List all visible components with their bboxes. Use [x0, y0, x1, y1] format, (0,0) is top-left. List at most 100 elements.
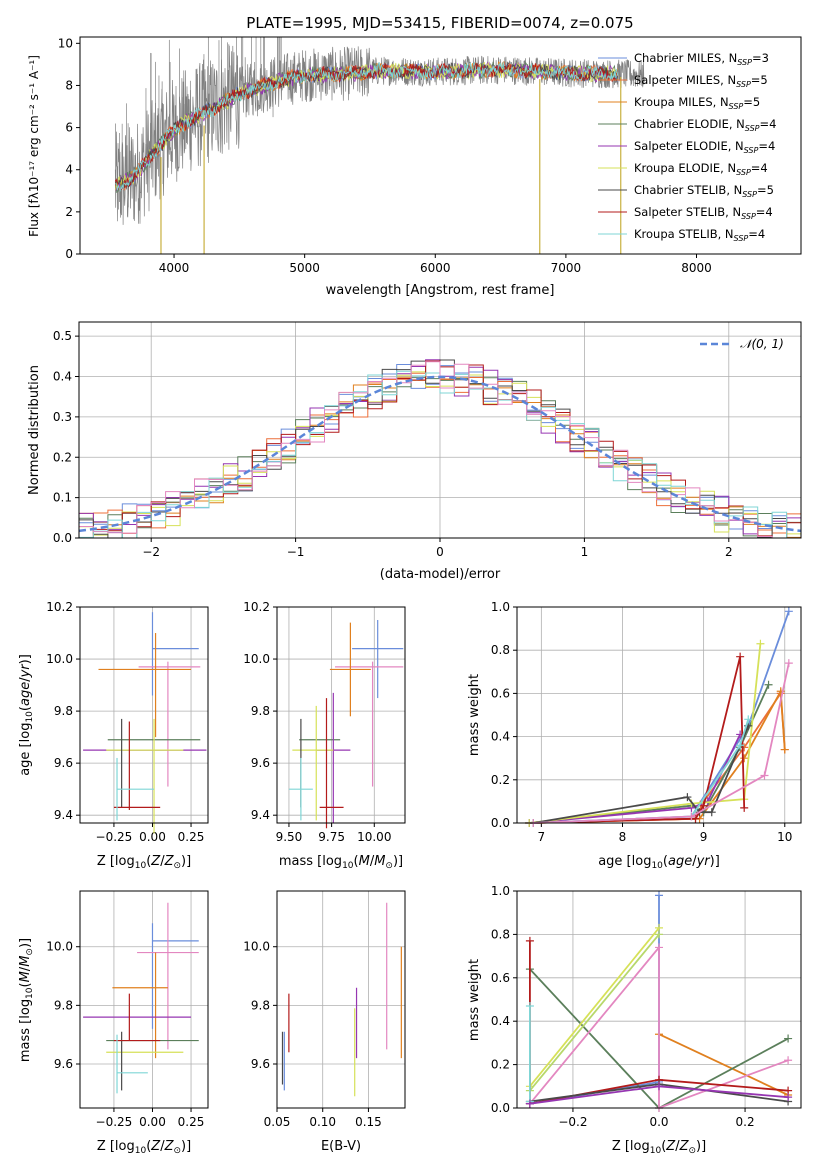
x-tick-label: 0.0: [649, 1115, 668, 1129]
y-tick-label: 9.8: [54, 998, 73, 1012]
x-tick-label: 4000: [159, 261, 190, 275]
y-tick-label: 10.2: [243, 600, 270, 614]
weight-marker: [736, 741, 745, 750]
weight-marker: [740, 754, 749, 763]
spectrum-xlabel: wavelength [Angstrom, rest frame]: [326, 283, 555, 298]
y-tick-label: 0.6: [491, 686, 510, 700]
x-tick-label: 5000: [289, 261, 320, 275]
weight-marker: [740, 803, 749, 812]
weight-marker: [655, 891, 663, 900]
x-tick-label: 0.05: [264, 1115, 291, 1129]
legend-label: Salpeter MILES, NSSP=5: [634, 73, 768, 89]
x-tick-label: 6000: [420, 261, 451, 275]
y-tick-label: 8: [65, 78, 73, 92]
x-tick-label: 10: [777, 830, 792, 844]
age-vs-mass-marks: [288, 620, 404, 829]
model-spectrum-line: [115, 61, 618, 192]
y-tick-label: 0.5: [53, 329, 72, 343]
y-tick-label: 0.0: [53, 531, 72, 545]
weight-line: [533, 719, 750, 824]
weight-marker: [784, 1034, 793, 1043]
histogram-lines: [79, 359, 801, 538]
age-vs-mass-panel: 9.50 9.75 10.00 9.4 9.6 9.8 10.0 10.2 mass [log…: [243, 600, 406, 871]
weight-vs-Z-ylabel: mass weight: [467, 959, 482, 1041]
age-vs-mass-frame: [276, 606, 406, 824]
weight-vs-age-ylabel: mass weight: [467, 674, 482, 756]
x-tick-label: 9.50: [276, 830, 303, 844]
weight-line: [529, 684, 770, 824]
x-tick-label: −2: [142, 545, 160, 559]
mass-vs-Z-axis: −0.25 0.00 0.25 9.6 9.8 10.0: [46, 891, 208, 1129]
y-tick-label: 10.0: [243, 652, 270, 666]
weight-marker: [525, 1002, 534, 1011]
weight-marker: [687, 812, 696, 821]
figure-title: PLATE=1995, MJD=53415, FIBERID=0074, z=0…: [246, 14, 633, 32]
age-vs-Z-marks: [83, 612, 207, 834]
weight-line: [533, 688, 786, 824]
x-tick-label: −1: [287, 545, 305, 559]
weight-marker: [525, 936, 534, 945]
x-tick-label: 0.25: [178, 830, 205, 844]
y-tick-label: 9.4: [54, 808, 73, 822]
weight-line: [529, 933, 660, 1092]
mass-vs-Z-frame: [79, 890, 209, 1109]
mass-vs-EBV-marks: [281, 902, 402, 1097]
weight-vs-Z-axis: −0.2 0.0 0.2 0.0 0.2 0.4 0.6 0.8 1.0: [491, 884, 801, 1129]
x-tick-label: 8: [619, 830, 627, 844]
weight-line: [533, 725, 750, 824]
y-tick-label: 9.6: [251, 1057, 270, 1071]
weight-marker: [744, 715, 753, 724]
spectrum-axis: 4000 5000 6000 7000 8000 0 2 4 6 8 10: [58, 36, 712, 275]
y-tick-label: 2: [65, 205, 73, 219]
y-tick-label: 9.6: [54, 756, 73, 770]
x-tick-label: 10.00: [357, 830, 391, 844]
x-tick-label: 9: [700, 830, 708, 844]
weight-marker: [784, 1093, 793, 1102]
y-tick-label: 0.0: [491, 1101, 510, 1115]
spectrum-legend: Chabrier MILES, NSSP=3 Salpeter MILES, NS…: [598, 51, 776, 243]
y-tick-label: 1.0: [491, 884, 510, 898]
weight-marker: [756, 639, 765, 648]
spectrum-ylabel: Flux [fλ10⁻¹⁷ erg cm⁻² s⁻¹ A⁻¹]: [27, 55, 41, 237]
mass-vs-EBV-axis: 0.05 0.10 0.15 9.6 9.8 10.0: [243, 891, 405, 1129]
weight-marker: [655, 1082, 663, 1091]
age-vs-Z-xlabel: Z [log10(Z/Z⊙)]: [97, 854, 191, 871]
x-tick-label: −0.25: [96, 830, 133, 844]
x-tick-label: 1: [581, 545, 589, 559]
weight-marker: [699, 801, 708, 810]
x-tick-label: 0: [436, 545, 444, 559]
y-tick-label: 0.2: [53, 450, 72, 464]
y-tick-label: 10: [58, 36, 73, 50]
mass-vs-Z-marks: [83, 902, 199, 1094]
x-tick-label: 0.00: [139, 830, 166, 844]
spectrum-marks: [114, 37, 645, 254]
residuals-xlabel: (data-model)/error: [380, 567, 501, 582]
legend-label: Chabrier STELIB, NSSP=5: [634, 183, 774, 199]
weight-vs-age-marks: [525, 607, 793, 827]
age-vs-Z-panel: −0.25 0.00 0.25 9.4 9.6 9.8 10.0 10.2 Z [log10(…: [18, 600, 209, 871]
residuals-panel: −2 −1 0 1 2 0.0 0.1 0.2 0.3 0.4 0.5 𝒩(0, 1) (data-…: [27, 321, 802, 582]
age-vs-Z-ylabel: age [log10(age/yr)]: [18, 654, 35, 776]
weight-vs-Z-marks: [525, 891, 793, 1112]
legend-label: Kroupa STELIB, NSSP=4: [634, 227, 765, 243]
age-vs-mass-xlabel: mass [log10(M/M⊙)]: [279, 854, 403, 871]
weight-marker: [655, 943, 663, 952]
y-tick-label: 0.6: [491, 971, 510, 985]
mass-vs-Z-ylabel: mass [log10(M/M⊙)]: [18, 938, 35, 1062]
y-tick-label: 9.6: [54, 1057, 73, 1071]
x-tick-label: 2: [725, 545, 733, 559]
y-tick-label: 6: [65, 121, 73, 135]
y-tick-label: 9.6: [251, 756, 270, 770]
weight-vs-Z-panel: −0.2 0.0 0.2 0.0 0.2 0.4 0.6 0.8 1.0 Z [log10(Z/…: [467, 884, 802, 1156]
weight-line: [529, 610, 790, 824]
residuals-marks: [79, 359, 801, 538]
spectrum-lines: [114, 37, 645, 254]
legend-label: Salpeter ELODIE, NSSP=4: [634, 139, 775, 155]
weight-marker: [707, 808, 716, 817]
weight-marker: [691, 814, 700, 823]
y-tick-label: 0.2: [491, 1058, 510, 1072]
x-tick-label: 0.15: [355, 1115, 382, 1129]
weight-marker: [784, 659, 793, 668]
x-tick-label: 0.00: [139, 1115, 166, 1129]
y-tick-label: 9.8: [251, 704, 270, 718]
